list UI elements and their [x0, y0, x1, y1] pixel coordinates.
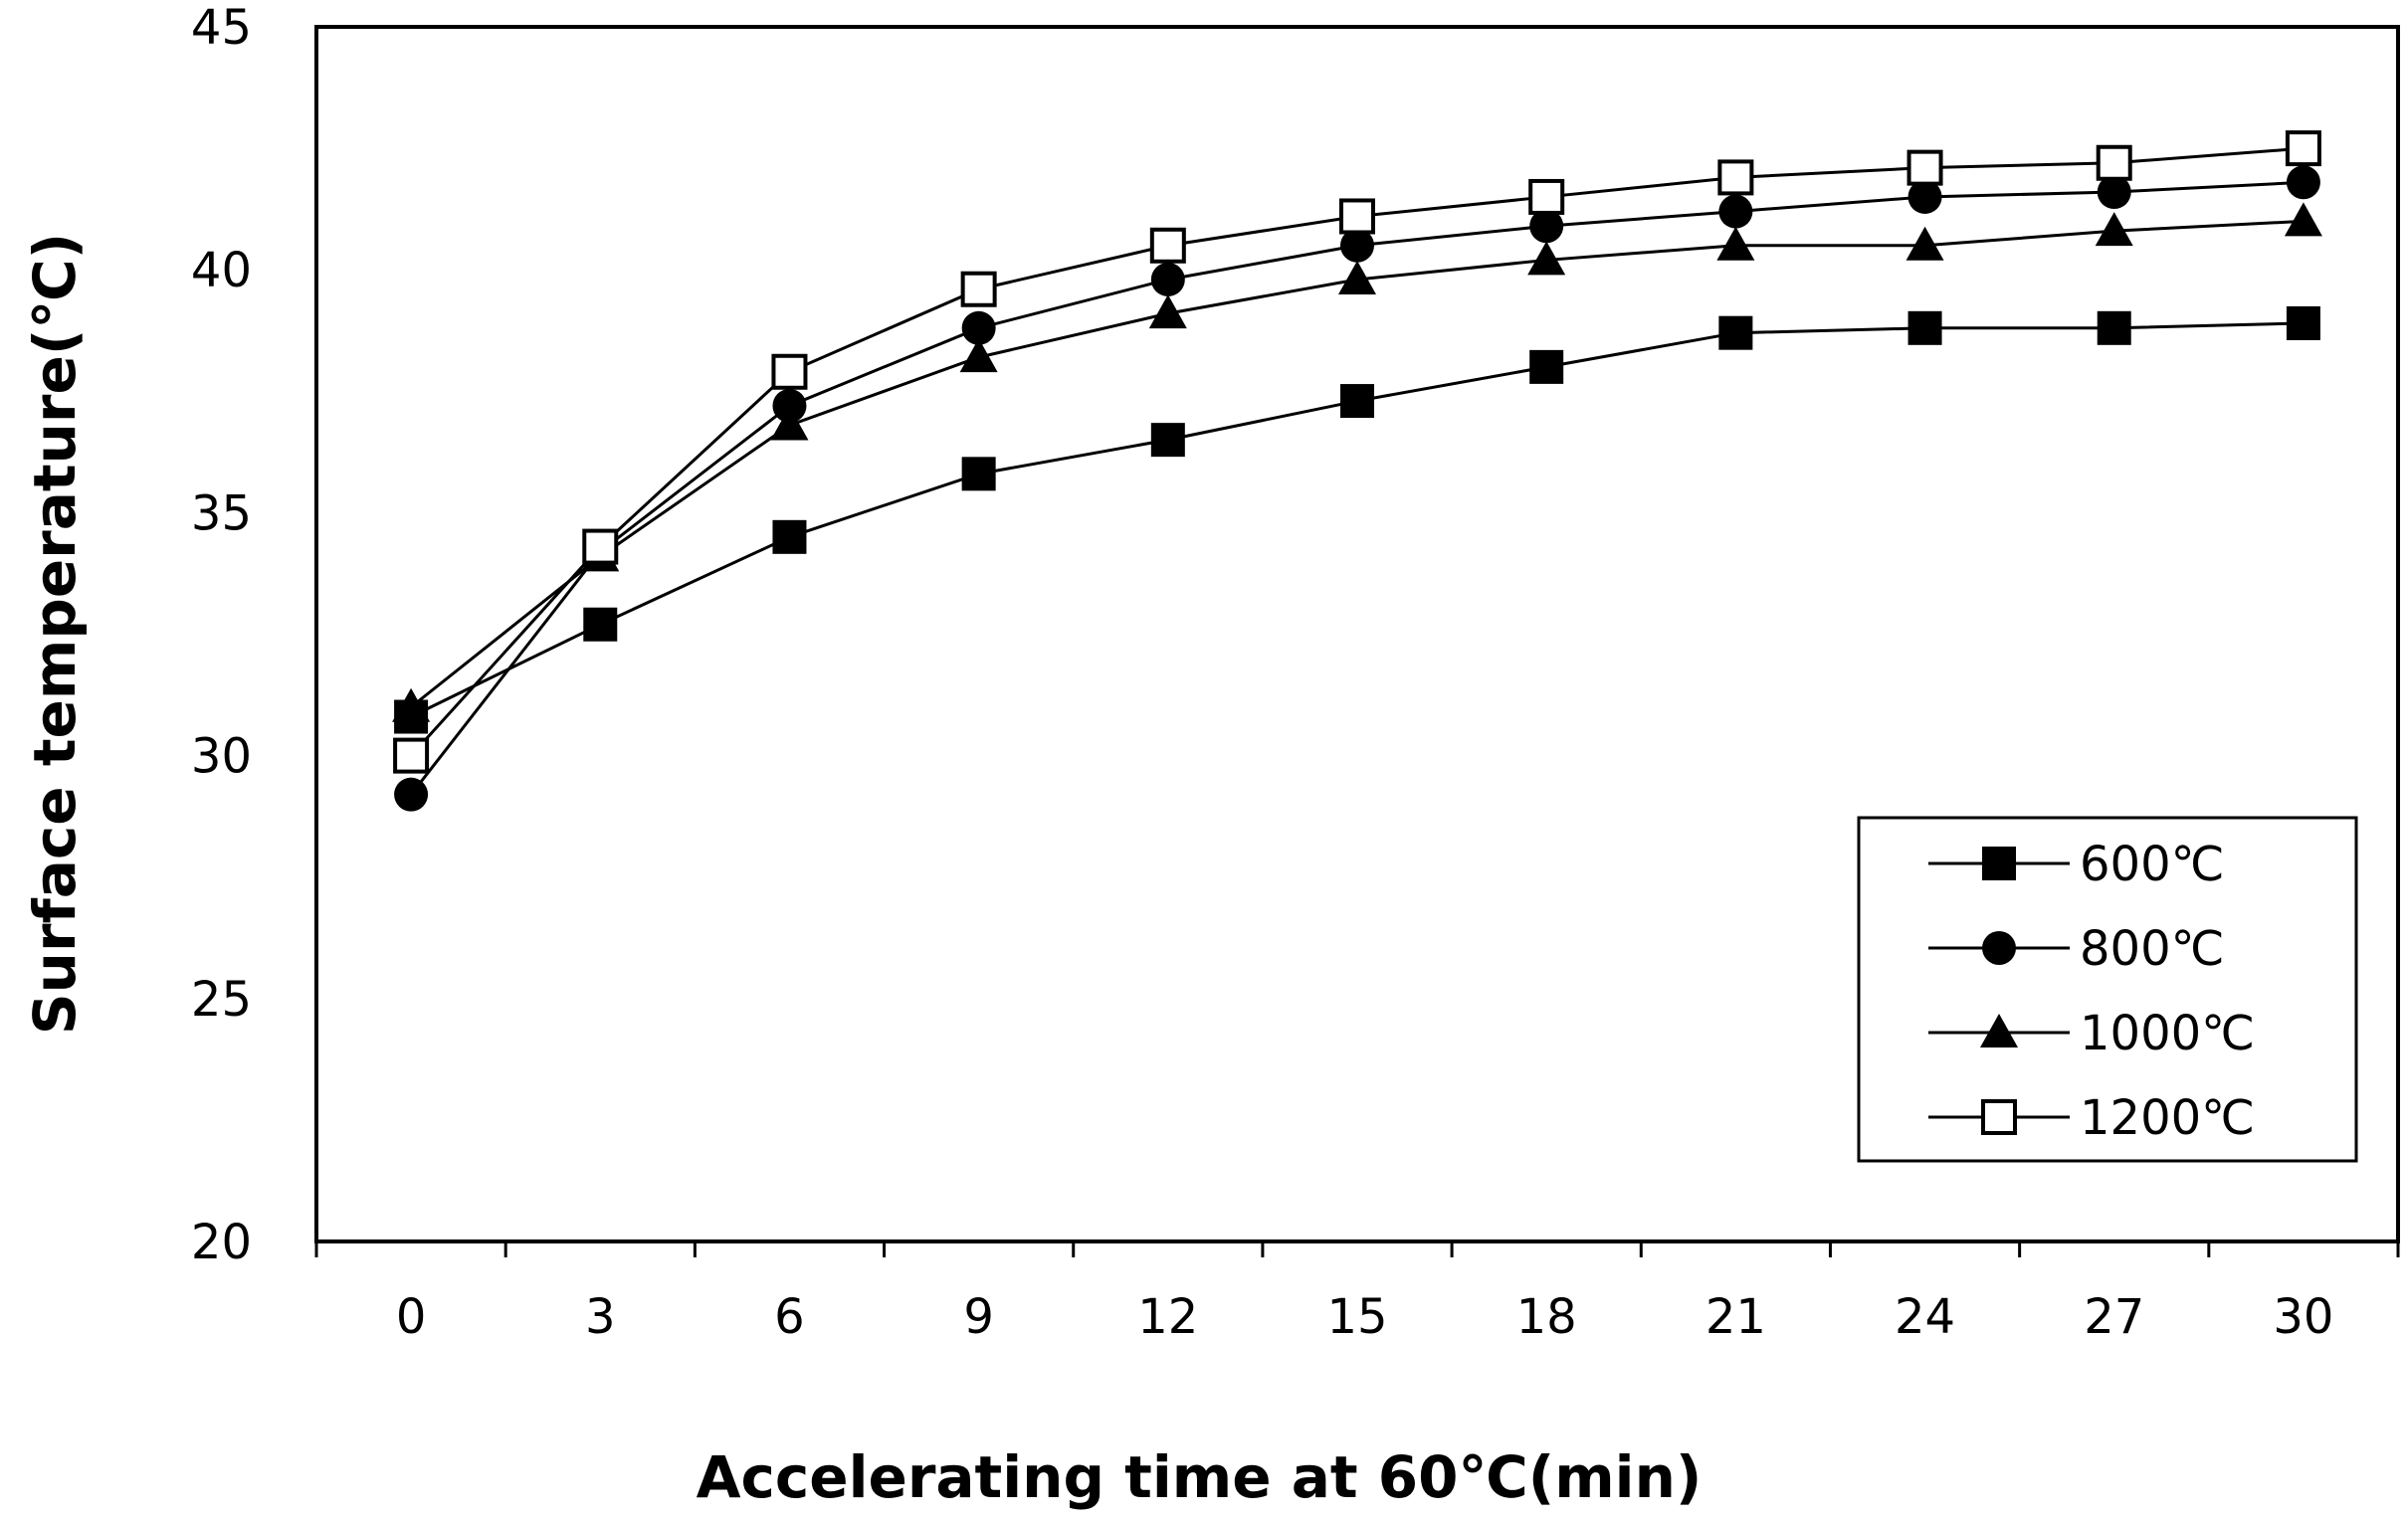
data-point [771, 353, 808, 390]
x-tick-label: 15 [1326, 1289, 1387, 1345]
x-tick-label: 18 [1516, 1289, 1577, 1345]
series-markers-600℃ [394, 305, 2320, 734]
series-layer [392, 130, 2322, 812]
data-point [1528, 178, 1565, 215]
data-point [1340, 228, 1374, 263]
x-tick-label: 12 [1137, 1289, 1198, 1345]
x-tick-label: 3 [585, 1289, 616, 1345]
data-point [961, 310, 996, 345]
legend-label: 800℃ [2080, 921, 2225, 977]
data-point [2095, 212, 2133, 247]
plot-area-frame [314, 25, 2400, 1243]
data-point [1906, 149, 1943, 186]
x-tick-label: 24 [1895, 1289, 1955, 1345]
data-point [1150, 423, 1185, 458]
data-point [1149, 227, 1186, 264]
x-axis-ticks [314, 1241, 2400, 1257]
data-point [1338, 260, 1376, 294]
data-point [1906, 226, 1944, 261]
x-tick-label: 21 [1706, 1289, 1766, 1345]
x-tick-label: 27 [2084, 1289, 2144, 1345]
data-point [1148, 294, 1187, 329]
legend-marker [1982, 931, 2016, 965]
legend-label: 1000℃ [2080, 1006, 2255, 1061]
data-point [1529, 209, 1564, 244]
data-point [2097, 310, 2131, 345]
y-axis-tick-labels: 20 25 30 35 40 45 [191, 0, 252, 1270]
data-point [960, 271, 997, 307]
x-tick-label: 30 [2273, 1289, 2333, 1345]
data-point [394, 777, 429, 812]
data-point [2286, 305, 2320, 340]
x-axis-title: Accelerating time at 60℃(min) [697, 1443, 1703, 1511]
legend-label: 600℃ [2080, 837, 2225, 892]
data-point [2284, 202, 2322, 237]
y-tick-label: 20 [191, 1215, 252, 1270]
data-point [772, 388, 807, 423]
data-point [582, 528, 619, 565]
data-point [1716, 226, 1755, 261]
data-point [2096, 144, 2132, 181]
data-point [1718, 315, 1753, 350]
data-point [1907, 310, 1942, 345]
data-point [2097, 175, 2131, 210]
data-point [393, 737, 430, 774]
data-point [583, 607, 618, 642]
data-point [772, 519, 807, 554]
y-tick-label: 35 [191, 485, 252, 541]
legend-marker [1981, 1099, 2017, 1135]
data-point [1718, 194, 1753, 229]
data-point [2286, 165, 2320, 200]
y-tick-label: 30 [191, 729, 252, 785]
legend-marker [1982, 847, 2016, 880]
x-tick-label: 9 [963, 1289, 994, 1345]
x-axis-tick-labels: 0 3 6 9 12 15 18 21 24 27 30 [396, 1289, 2334, 1345]
legend-label: 1200℃ [2080, 1090, 2255, 1146]
x-tick-label: 0 [396, 1289, 427, 1345]
x-tick-label: 6 [774, 1289, 805, 1345]
data-point [1150, 262, 1185, 296]
data-point [959, 338, 998, 373]
y-tick-label: 45 [191, 0, 252, 56]
data-point [1717, 159, 1754, 196]
legend: 600℃ 800℃ 1000℃ 1200℃ [1857, 816, 2358, 1163]
y-axis-title: Surface temperature(℃) [21, 233, 89, 1035]
data-point [1339, 198, 1375, 235]
y-tick-label: 25 [191, 972, 252, 1028]
series-markers-1200℃ [393, 130, 2321, 774]
data-point [1340, 384, 1374, 419]
data-point [1907, 179, 1942, 214]
legend-marker [1980, 1014, 2018, 1047]
data-point [1529, 349, 1564, 384]
data-point [392, 687, 431, 722]
data-point [770, 406, 809, 441]
legend-box [1857, 816, 2358, 1163]
y-tick-label: 40 [191, 243, 252, 298]
data-point [961, 457, 996, 491]
data-point [1527, 241, 1566, 276]
data-point [2285, 130, 2321, 167]
